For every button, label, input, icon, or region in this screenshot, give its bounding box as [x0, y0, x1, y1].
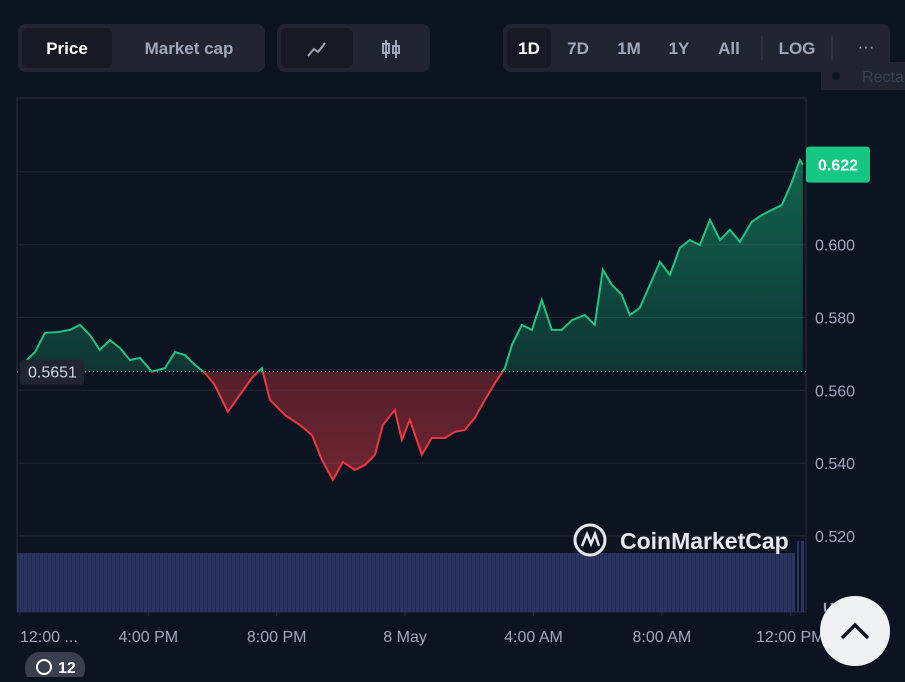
log-toggle[interactable]: LOG [779, 39, 816, 58]
logo [573, 523, 607, 557]
more-button[interactable]: ··· [858, 37, 875, 56]
area-up [21, 159, 803, 372]
x-tick-label: 12:00 ... [20, 629, 78, 646]
line-icon [307, 42, 326, 57]
range[interactable]: All [718, 39, 740, 58]
x-tick-label: 8:00 PM [247, 629, 307, 646]
last-price-badge [806, 146, 870, 183]
candle-icon[interactable] [382, 40, 400, 58]
x-tick-label: 8 May [383, 629, 427, 646]
scroll-top-button[interactable] [820, 596, 890, 666]
y-tick-label: 0.600 [815, 238, 855, 255]
tooltip-text: Recta [862, 69, 904, 86]
tab[interactable]: Market cap [145, 39, 234, 58]
range[interactable]: 1D [518, 39, 540, 58]
x-tick-label: 12:00 PM [756, 629, 824, 646]
history-badge[interactable] [25, 652, 85, 682]
history-count: 12 [58, 660, 76, 677]
range-group [503, 24, 890, 72]
area-down [203, 371, 503, 480]
line-chart-button[interactable] [281, 28, 353, 68]
range[interactable]: 7D [567, 39, 589, 58]
tab[interactable]: Price [46, 39, 88, 58]
baseline-badge [20, 359, 84, 385]
price-line-down [150, 371, 504, 482]
range-active[interactable] [507, 28, 551, 68]
volume-band [797, 541, 799, 612]
clock-icon [36, 659, 52, 675]
last-price-label: 0.622 [818, 158, 858, 175]
volume-band [17, 553, 795, 612]
x-tick-label: 4:00 PM [118, 629, 178, 646]
tab-active[interactable] [22, 28, 112, 68]
caret-icon [840, 622, 870, 640]
volume-band [801, 541, 804, 612]
range[interactable]: 1M [617, 39, 641, 58]
tooltip-dot [832, 72, 840, 80]
y-tick-label: 0.520 [815, 529, 855, 546]
y-tick-label: 0.580 [815, 311, 855, 328]
y-tick-label: 0.540 [815, 456, 855, 473]
x-tick-label: 8:00 AM [633, 629, 692, 646]
y-tick-label: 0.560 [815, 383, 855, 400]
watermark: CoinMarketCap [620, 528, 789, 554]
price-line-up [21, 157, 804, 372]
baseline-label: 0.5651 [28, 365, 77, 382]
logo [580, 530, 601, 548]
x-tick-label: 4:00 AM [504, 629, 563, 646]
range[interactable]: 1Y [669, 39, 690, 58]
